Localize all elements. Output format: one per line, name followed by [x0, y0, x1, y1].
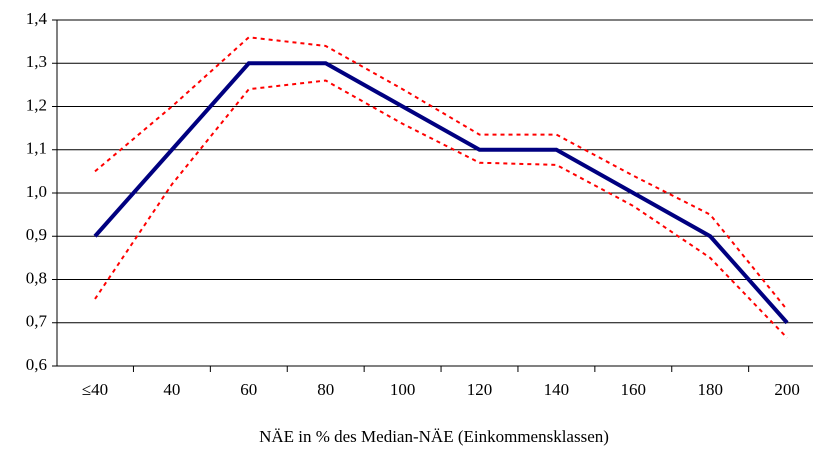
x-tick-label: 120	[467, 380, 493, 399]
x-tick-label: 160	[621, 380, 647, 399]
main-line	[93, 61, 789, 325]
x-tick-label: 60	[240, 380, 257, 399]
x-tick-label: 140	[544, 380, 570, 399]
y-tick-label: 0,8	[26, 268, 47, 287]
y-tick-label: 1,2	[26, 95, 47, 114]
y-tick-label: 1,0	[26, 182, 47, 201]
band-line	[94, 79, 788, 339]
y-tick-label: 1,4	[26, 9, 48, 28]
x-tick-label: 200	[774, 380, 800, 399]
y-tick-label: 0,9	[26, 225, 47, 244]
x-tick-label: 40	[163, 380, 180, 399]
x-tick-label: 100	[390, 380, 416, 399]
x-tick-label: 180	[697, 380, 723, 399]
y-tick-label: 0,7	[26, 312, 48, 331]
band-line	[94, 36, 788, 311]
x-axis-title: NÄE in % des Median-NÄE (Einkommensklass…	[259, 427, 609, 446]
x-tick-label: 80	[317, 380, 334, 399]
y-tick-label: 1,3	[26, 52, 47, 71]
y-tick-label: 1,1	[26, 139, 47, 158]
y-tick-label: 0,6	[26, 355, 47, 374]
x-tick-label: ≤40	[82, 380, 108, 399]
